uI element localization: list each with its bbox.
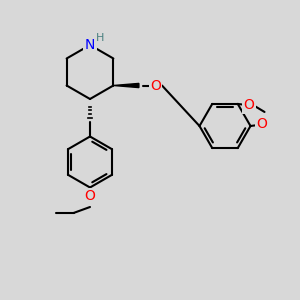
Text: N: N — [85, 38, 95, 52]
Text: O: O — [256, 118, 267, 131]
Text: O: O — [150, 79, 161, 92]
Text: O: O — [85, 190, 95, 203]
Text: O: O — [244, 98, 255, 112]
Polygon shape — [113, 83, 139, 88]
Text: H: H — [95, 33, 104, 43]
